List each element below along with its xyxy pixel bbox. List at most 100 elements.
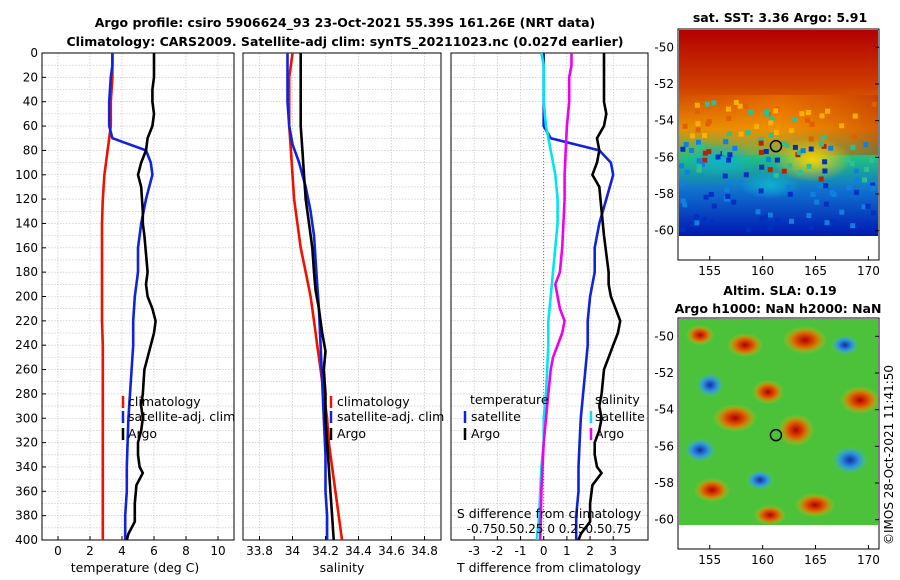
y-tick-label: 300 bbox=[15, 411, 38, 425]
sst-pixel bbox=[849, 161, 855, 167]
sst-pixel bbox=[821, 143, 827, 149]
map-y-tick-label: -60 bbox=[654, 224, 674, 238]
sst-pixel bbox=[702, 157, 708, 163]
sst-map-axes: 155 160 165 170 -50 -52 -54 -56 -58 -60 bbox=[654, 40, 879, 278]
salinity-panel: 33.8 34 34.2 34.4 34.6 34.8 salinity climatol… bbox=[242, 52, 444, 575]
sst-pixel bbox=[829, 190, 835, 196]
difference-axes-frame bbox=[450, 52, 649, 541]
sst-pixel bbox=[865, 203, 871, 209]
sst-pixel bbox=[808, 146, 814, 152]
sla-map-subtitle: Argo h1000: NaN h2000: NaN bbox=[675, 301, 882, 316]
sst-pixel bbox=[700, 162, 705, 168]
depth-axis: 0 20 40 60 80 100 120 140 160 180 200 220 240 260 280 3… bbox=[15, 46, 46, 547]
legend-label-t-argo: Argo bbox=[471, 426, 500, 441]
sst-pixel bbox=[846, 185, 852, 191]
salinity-grid bbox=[243, 53, 441, 540]
sst-pixel bbox=[850, 144, 856, 150]
y-tick-label: 100 bbox=[15, 168, 38, 182]
series-line-s-argo bbox=[538, 53, 573, 540]
sst-pixel bbox=[758, 188, 764, 194]
sst-pixel bbox=[683, 142, 689, 148]
sst-pixel bbox=[792, 144, 798, 150]
sst-pixel bbox=[774, 154, 780, 160]
sst-map-title: sat. SST: 3.36 Argo: 5.91 bbox=[693, 10, 867, 25]
x-tick-label: -3 bbox=[468, 544, 480, 558]
y-tick-label: 400 bbox=[15, 533, 38, 547]
difference-xlabel: T difference from climatology bbox=[456, 560, 642, 575]
sla-anomaly bbox=[778, 414, 814, 446]
imos-watermark: ©IMOS 28-Oct-2021 11:41:50 bbox=[882, 365, 896, 545]
sst-pixel bbox=[758, 149, 764, 155]
difference-top-xlabel: S difference from climatology bbox=[457, 506, 642, 521]
sst-pixel bbox=[727, 152, 733, 158]
difference-legend-salinity: salinity satellite Argo bbox=[589, 392, 645, 441]
sst-pixel bbox=[821, 134, 827, 140]
y-tick-label: 360 bbox=[15, 484, 38, 498]
sla-anomaly bbox=[696, 373, 724, 397]
difference-legend-temperature: temperature satellite Argo bbox=[463, 392, 549, 441]
x-tick-label: 34 bbox=[285, 544, 300, 558]
sst-pixel bbox=[723, 139, 729, 145]
sst-pixel bbox=[871, 210, 876, 216]
argo-float-marker bbox=[769, 139, 783, 153]
sla-anomalies bbox=[684, 325, 880, 525]
sst-pixel bbox=[822, 168, 828, 174]
sst-pixel bbox=[759, 164, 765, 170]
sst-pixel bbox=[711, 100, 717, 106]
sst-pixel bbox=[702, 216, 708, 222]
sst-pixel bbox=[767, 225, 773, 231]
series-line-satellite-adj-clim bbox=[286, 53, 329, 540]
sst-pixel bbox=[704, 101, 710, 107]
sst-pixel bbox=[861, 204, 867, 210]
sst-pixel bbox=[792, 117, 797, 123]
sst-pixel bbox=[774, 129, 779, 135]
sst-pixel bbox=[743, 172, 749, 178]
sst-pixel bbox=[703, 194, 709, 200]
series-line-argo bbox=[125, 53, 157, 540]
map-y-tick-label: -50 bbox=[654, 329, 674, 343]
sst-pixel bbox=[738, 180, 744, 185]
map-y-tick-label: -54 bbox=[654, 403, 674, 417]
x-tick-label: 34.6 bbox=[378, 544, 405, 558]
sst-pixel bbox=[695, 121, 701, 127]
sst-pixel bbox=[845, 157, 851, 163]
sst-pixel bbox=[682, 202, 688, 208]
map-x-tick-label: 160 bbox=[751, 553, 774, 567]
sst-pixel bbox=[745, 130, 751, 136]
sst-pixel bbox=[814, 199, 820, 205]
sst-pixel bbox=[715, 154, 721, 160]
y-tick-label: 20 bbox=[23, 70, 38, 84]
temperature-grid bbox=[42, 53, 234, 540]
sst-map-frame bbox=[677, 28, 880, 261]
sst-pixel bbox=[823, 183, 829, 189]
sst-pixel bbox=[830, 218, 836, 224]
sst-pixel bbox=[781, 168, 787, 174]
sst-pixel bbox=[864, 166, 870, 172]
y-tick-label: 160 bbox=[15, 241, 38, 255]
sst-pixel bbox=[694, 214, 700, 220]
legend-label-climatology: climatology bbox=[128, 394, 201, 409]
sst-pixel bbox=[682, 123, 688, 129]
sst-pixel bbox=[768, 132, 774, 138]
sst-pixel bbox=[725, 193, 731, 199]
sst-pixel bbox=[738, 131, 744, 137]
sst-pixel bbox=[696, 145, 702, 151]
sst-pixel bbox=[726, 115, 732, 121]
sst-pixel bbox=[767, 167, 773, 173]
sst-pixel bbox=[822, 159, 828, 165]
x-tick-label: 0 bbox=[540, 544, 548, 558]
sst-pixel bbox=[759, 216, 765, 222]
sst-pixel bbox=[709, 219, 715, 225]
sst-pixel bbox=[808, 224, 814, 230]
sst-pixel bbox=[755, 209, 761, 215]
sst-pixel bbox=[854, 177, 860, 183]
legend-title-temperature: temperature bbox=[470, 392, 549, 407]
map-y-tick-label: -50 bbox=[654, 40, 674, 54]
sla-map-frame bbox=[677, 317, 880, 550]
series-line-t-argo bbox=[577, 53, 622, 540]
map-y-tick-label: -52 bbox=[654, 366, 674, 380]
series-line-t-satellite bbox=[542, 53, 615, 540]
x-tick-label: 2 bbox=[586, 544, 594, 558]
sst-pixel bbox=[773, 108, 779, 114]
map-y-tick-label: -52 bbox=[654, 77, 674, 91]
